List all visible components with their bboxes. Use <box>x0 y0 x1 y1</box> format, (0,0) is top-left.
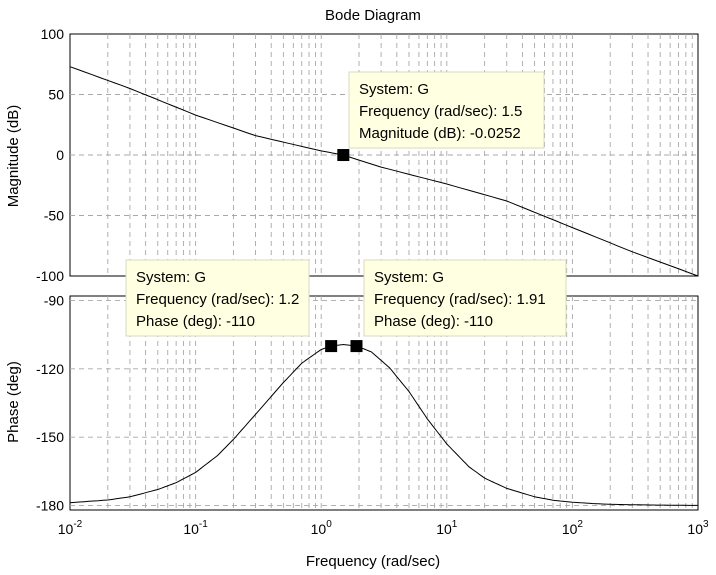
magnitude-y-tick-label: -50 <box>44 208 64 224</box>
datatip-text: Phase (deg): -110 <box>136 313 255 330</box>
phase-y-tick-label: -90 <box>44 293 64 309</box>
datatip-box <box>363 259 567 337</box>
x-tick-label: 102 <box>562 519 584 537</box>
datatip-text: Frequency (rad/sec): 1.2 <box>136 291 299 308</box>
magnitude-y-tick-label: -100 <box>36 268 64 284</box>
datatip-text: Phase (deg): -110 <box>374 313 493 330</box>
datatip-text: Frequency (rad/sec): 1.91 <box>374 291 546 308</box>
datatip-text: Magnitude (dB): -0.0252 <box>359 125 521 142</box>
datatip-box <box>125 259 310 337</box>
phase-y-tick-label: -120 <box>36 361 64 377</box>
magnitude-y-tick-label: 100 <box>41 26 65 42</box>
magnitude-y-tick-label: 50 <box>48 87 64 103</box>
x-tick-label: 100 <box>311 519 333 537</box>
datatip-marker <box>337 149 350 162</box>
datatip-marker <box>325 340 338 353</box>
phase-axis-label: Phase (deg) <box>5 361 22 443</box>
datatip-marker <box>350 340 363 353</box>
phase-y-tick-label: -150 <box>36 429 64 445</box>
magnitude-y-tick-label: 0 <box>56 147 64 163</box>
x-axis-label: Frequency (rad/sec) <box>306 553 440 570</box>
magnitude-axis-label: Magnitude (dB) <box>5 105 22 208</box>
chart-title: Bode Diagram <box>325 7 421 24</box>
datatip-text: System: G <box>374 269 444 286</box>
x-tick-label: 101 <box>436 519 458 537</box>
datatip-text: System: G <box>359 81 429 98</box>
datatip-text: Frequency (rad/sec): 1.5 <box>359 103 522 120</box>
phase-y-tick-label: -180 <box>36 497 64 513</box>
x-tick-label: 10-2 <box>58 519 83 537</box>
datatip-text: System: G <box>136 269 206 286</box>
datatip-box <box>348 71 545 149</box>
x-tick-label: 10-1 <box>183 519 208 537</box>
magnitude-series-line <box>69 66 699 277</box>
phase-series-line <box>69 343 698 506</box>
x-tick-label: 103 <box>687 519 709 537</box>
